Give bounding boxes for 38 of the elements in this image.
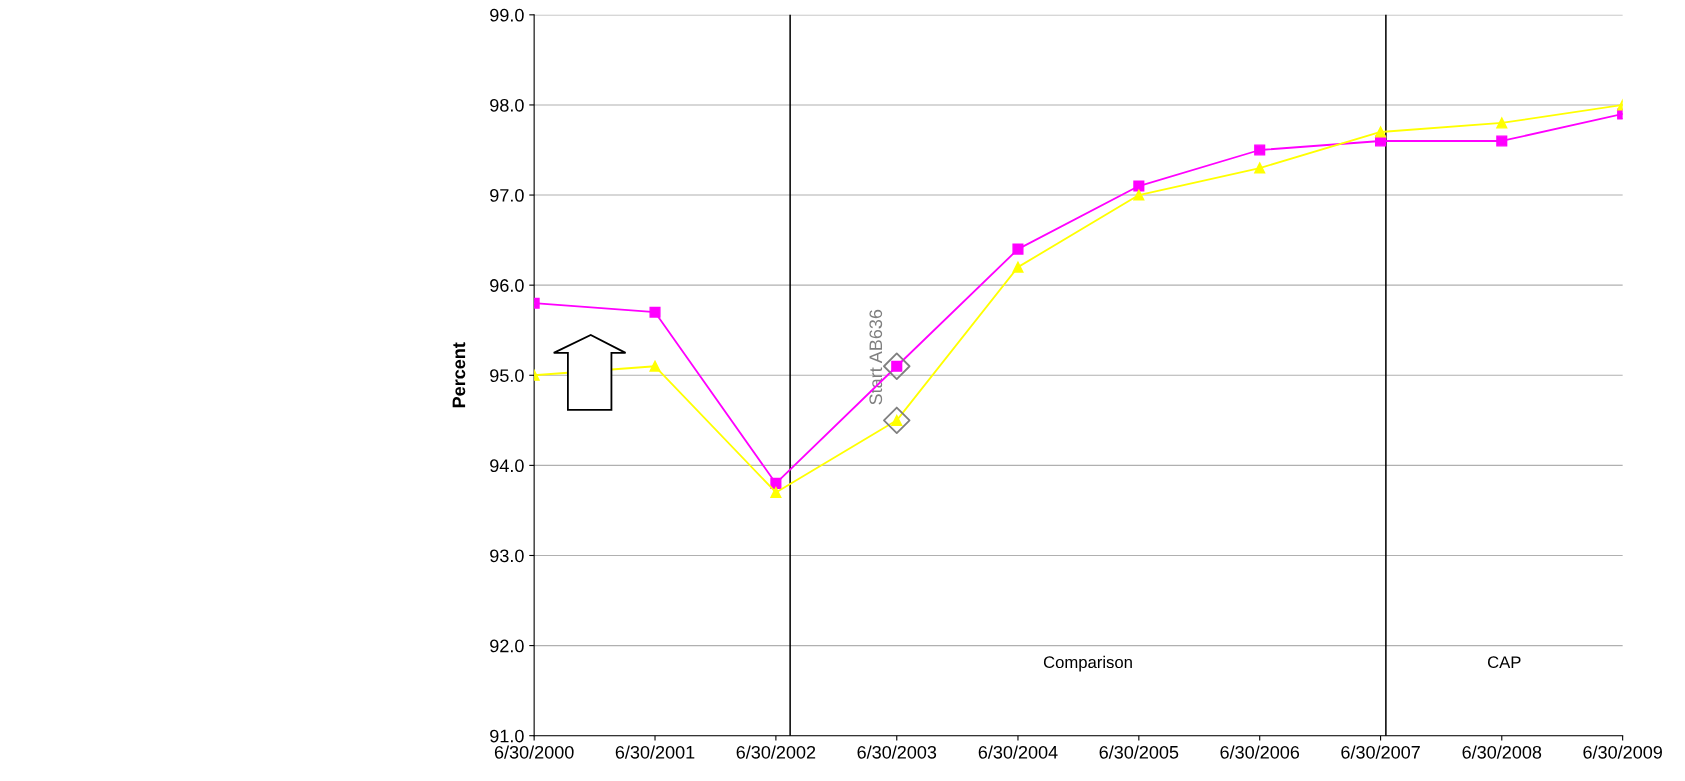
point <box>1254 144 1266 156</box>
point <box>1375 126 1387 138</box>
x-tick-label: 6/30/2000 <box>494 745 574 759</box>
annotation: Start AB636 <box>869 309 883 405</box>
point <box>770 477 782 489</box>
point <box>1133 180 1145 192</box>
x-tick-label: 6/30/2003 <box>857 745 937 759</box>
annotation: Comparison <box>1043 655 1132 672</box>
x-tick-label: 6/30/2007 <box>1341 745 1420 759</box>
point <box>1012 243 1024 255</box>
annotation: CAP <box>1487 656 1521 669</box>
point <box>1012 261 1024 273</box>
x-tick-label: 6/30/2004 <box>978 745 1058 759</box>
point <box>1496 135 1508 147</box>
point <box>883 352 911 380</box>
y-axis-title: Percent <box>452 342 466 408</box>
point <box>770 486 782 498</box>
y-tick-label: 98.0 <box>490 98 524 112</box>
y-tick-label: 92.0 <box>490 639 524 653</box>
y-tick-label: 94.0 <box>490 459 524 473</box>
y-tick-label: 95.0 <box>490 369 524 382</box>
y-tick-label: 99.0 <box>490 8 524 22</box>
point <box>883 406 911 435</box>
x-tick-label: 6/30/2008 <box>1462 745 1542 759</box>
point <box>1496 117 1508 129</box>
y-tick-label: 96.0 <box>490 279 524 292</box>
point <box>649 360 661 372</box>
point <box>649 306 661 318</box>
y-tick-label: 93.0 <box>490 549 524 563</box>
point <box>1254 162 1266 174</box>
point <box>1133 189 1145 201</box>
x-tick-label: 6/30/2006 <box>1220 745 1300 759</box>
x-tick-label: 6/30/2009 <box>1583 745 1662 759</box>
y-tick-label: 91.0 <box>490 729 524 743</box>
y-tick-label: 97.0 <box>490 188 524 202</box>
x-tick-label: 6/30/2001 <box>615 745 695 759</box>
x-tick-label: 6/30/2002 <box>736 745 816 759</box>
x-tick-label: 6/30/2005 <box>1099 745 1179 759</box>
